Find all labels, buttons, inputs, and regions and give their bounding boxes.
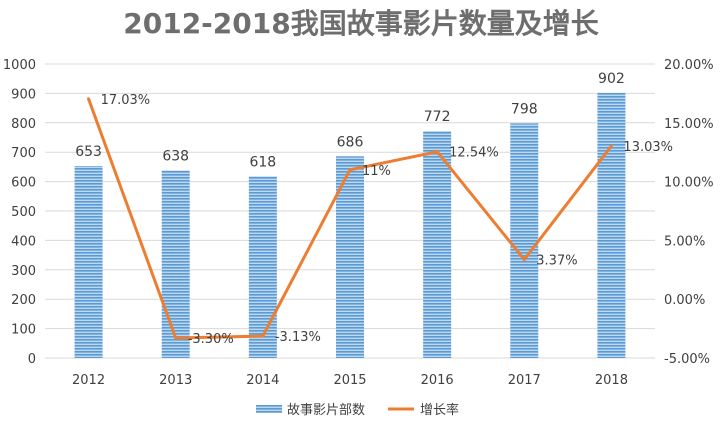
- bar: [161, 170, 190, 358]
- line-data-label: 11%: [362, 164, 391, 179]
- line-point: [609, 144, 613, 148]
- legend-bar-label: 故事影片部数: [287, 403, 365, 418]
- left-tick-label: 200: [11, 293, 36, 308]
- right-tick-label: -5.00%: [664, 352, 710, 367]
- right-tick-label: 0.00%: [664, 293, 705, 308]
- right-tick-label: 5.00%: [664, 234, 705, 249]
- legend-line-label: 增长率: [420, 402, 459, 418]
- left-tick-label: 400: [11, 234, 36, 249]
- x-tick-label: 2018: [595, 373, 628, 388]
- left-tick-label: 600: [11, 176, 36, 191]
- bar-data-label: 686: [337, 134, 364, 150]
- line-point: [348, 168, 352, 172]
- x-tick-label: 2017: [508, 373, 541, 388]
- bar: [74, 166, 103, 358]
- line-point: [435, 150, 439, 154]
- x-tick-label: 2015: [333, 373, 366, 388]
- line-point: [261, 334, 265, 338]
- line-data-label: -3.30%: [188, 332, 234, 347]
- x-tick-label: 2014: [246, 373, 279, 388]
- x-tick-label: 2016: [421, 373, 454, 388]
- bar-data-label: 638: [162, 148, 189, 164]
- line-point: [174, 336, 178, 340]
- line-point: [522, 258, 526, 262]
- left-tick-label: 700: [11, 146, 36, 161]
- line-data-label: -3.13%: [275, 330, 321, 345]
- left-tick-label: 300: [11, 264, 36, 279]
- left-tick-label: 500: [11, 205, 36, 220]
- right-tick-label: 10.00%: [664, 176, 714, 191]
- x-tick-label: 2012: [72, 373, 105, 388]
- line-data-label: 12.54%: [449, 146, 499, 161]
- left-tick-label: 1000: [3, 58, 36, 73]
- right-tick-label: 20.00%: [664, 58, 714, 73]
- bar-data-label: 798: [511, 101, 538, 117]
- bar: [510, 123, 539, 358]
- left-tick-label: 800: [11, 117, 36, 132]
- chart-title: 2012-2018我国故事影片数量及增长: [123, 7, 598, 40]
- left-tick-label: 100: [11, 323, 36, 338]
- bar-data-label: 653: [75, 144, 102, 160]
- left-tick-label: 900: [11, 87, 36, 102]
- line-data-label: 3.37%: [536, 254, 577, 269]
- bar-data-label: 772: [424, 109, 451, 125]
- line-data-label: 17.03%: [101, 93, 151, 108]
- x-tick-label: 2013: [159, 373, 192, 388]
- bar-data-label: 618: [249, 154, 276, 170]
- left-tick-label: 0: [28, 352, 36, 367]
- line-data-label: 13.03%: [623, 140, 673, 155]
- line-point: [87, 97, 91, 101]
- bar: [423, 131, 452, 358]
- bar: [597, 92, 626, 358]
- bar: [248, 176, 277, 358]
- right-tick-label: 15.00%: [664, 117, 714, 132]
- legend: 故事影片部数 增长率: [256, 402, 459, 418]
- bar-data-label: 902: [598, 71, 625, 87]
- legend-bar-swatch: [256, 405, 282, 413]
